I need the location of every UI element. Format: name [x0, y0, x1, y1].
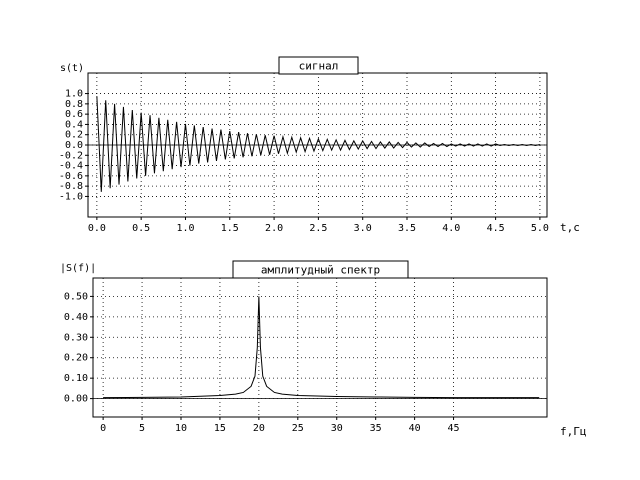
y-tick-label: 0.40 [64, 312, 88, 323]
title-box [232, 260, 409, 279]
x-axis-label: f,Гц [560, 425, 587, 438]
x-tick-label: 5.0 [531, 223, 549, 234]
y-tick-label: 0.0 [65, 140, 83, 151]
chart-title: сигнал [299, 60, 339, 73]
x-tick-label: 5 [139, 423, 145, 434]
x-tick-label: 30 [331, 423, 343, 434]
y-tick-label: -0.2 [59, 150, 83, 161]
y-tick-label: 0.6 [65, 109, 83, 120]
y-tick-label: 0.00 [64, 394, 88, 405]
x-tick-label: 2.5 [309, 223, 327, 234]
series-line [103, 296, 540, 399]
x-tick-label: 1.0 [176, 223, 194, 234]
x-tick-label: 15 [214, 423, 226, 434]
y-tick-label: 1.0 [65, 89, 83, 100]
y-tick-label: -0.6 [59, 171, 83, 182]
y-tick-label: 0.4 [65, 119, 83, 130]
x-tick-label: 20 [253, 423, 265, 434]
title-box [278, 56, 359, 75]
y-tick-label: 0.20 [64, 353, 88, 364]
x-tick-label: 3.5 [398, 223, 416, 234]
x-tick-label: 45 [448, 423, 460, 434]
y-tick-label: 0.10 [64, 373, 88, 384]
y-tick-label: -0.8 [59, 181, 83, 192]
y-tick-label: -0.4 [59, 161, 83, 172]
x-tick-label: 25 [292, 423, 304, 434]
y-axis-label: s(t) [60, 63, 84, 74]
x-tick-label: 3.0 [354, 223, 372, 234]
x-tick-label: 10 [175, 423, 187, 434]
chart-title: амплитудный спектр [261, 264, 380, 277]
x-tick-label: 0 [100, 423, 106, 434]
y-axis-label: |S(f)| [60, 263, 96, 274]
series-line [96, 96, 541, 192]
x-tick-label: 1.5 [221, 223, 239, 234]
y-tick-label: -1.0 [59, 191, 83, 202]
x-tick-label: 0.0 [88, 223, 106, 234]
x-tick-label: 40 [409, 423, 421, 434]
x-tick-label: 2.0 [265, 223, 283, 234]
x-tick-label: 0.5 [132, 223, 150, 234]
x-tick-label: 4.5 [487, 223, 505, 234]
x-tick-label: 4.0 [442, 223, 460, 234]
x-tick-label: 35 [370, 423, 382, 434]
y-tick-label: 0.2 [65, 130, 83, 141]
y-tick-label: 0.50 [64, 291, 88, 302]
y-tick-label: 0.8 [65, 99, 83, 110]
x-axis-label: t,c [560, 221, 580, 234]
y-tick-label: 0.30 [64, 332, 88, 343]
